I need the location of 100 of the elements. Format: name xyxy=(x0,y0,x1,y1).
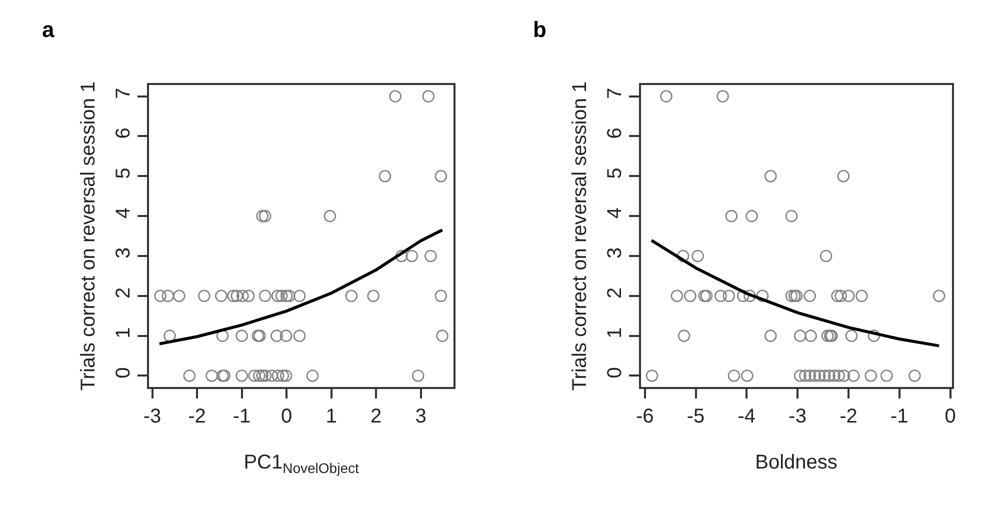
y-tick-label: 0 xyxy=(112,367,134,378)
point xyxy=(236,290,249,302)
point xyxy=(215,290,228,302)
point xyxy=(248,370,260,382)
point xyxy=(785,210,798,222)
point xyxy=(646,370,658,382)
y-tick-label: 7 xyxy=(112,88,134,99)
x-tick-label: -3 xyxy=(788,406,806,428)
y-tick-label: 4 xyxy=(604,207,626,219)
point xyxy=(266,370,278,382)
point xyxy=(736,290,750,302)
point xyxy=(258,210,272,222)
point xyxy=(434,170,448,182)
point xyxy=(764,330,777,342)
point xyxy=(831,290,844,302)
point xyxy=(714,290,727,302)
point xyxy=(422,90,435,102)
point xyxy=(794,370,806,382)
point xyxy=(172,290,186,302)
y-tick-label: 5 xyxy=(604,168,626,179)
y-tick-label: 6 xyxy=(604,128,626,139)
point xyxy=(785,290,798,302)
point xyxy=(676,250,690,262)
x-tick-label: 2 xyxy=(370,406,382,428)
x-tick-label: -6 xyxy=(636,406,654,428)
y-tick-label: 2 xyxy=(604,287,626,298)
point xyxy=(345,290,358,302)
x-axis-title: Boldness xyxy=(755,452,838,474)
y-tick-label: 4 xyxy=(112,207,134,219)
point xyxy=(198,290,210,302)
point xyxy=(270,330,283,342)
y-tick-label: 5 xyxy=(112,168,134,179)
point xyxy=(236,330,248,342)
point xyxy=(756,290,769,302)
point xyxy=(280,290,293,302)
point xyxy=(746,210,758,222)
chart-title: b xyxy=(533,17,546,42)
point xyxy=(206,370,218,382)
chart-title: a xyxy=(42,17,55,42)
x-tick-label: -1 xyxy=(232,406,251,428)
point xyxy=(412,370,424,382)
point xyxy=(908,370,921,382)
point xyxy=(154,290,166,302)
y-tick-label: 3 xyxy=(604,247,626,259)
x-tick-label: 3 xyxy=(415,406,426,428)
point xyxy=(272,370,284,382)
point xyxy=(678,330,690,342)
point xyxy=(164,330,176,342)
point xyxy=(230,290,244,302)
point xyxy=(804,370,816,382)
point xyxy=(842,290,855,302)
line-series xyxy=(650,238,941,348)
point xyxy=(880,370,893,382)
point xyxy=(845,330,858,342)
line-series xyxy=(158,228,444,346)
x-tick-label: 0 xyxy=(280,406,292,428)
y-axis-title: Trials correct on reversal session 1 xyxy=(569,81,592,391)
point xyxy=(216,330,229,342)
point xyxy=(725,210,738,222)
point xyxy=(183,370,196,382)
point xyxy=(684,290,696,302)
x-tick-label: -3 xyxy=(143,406,162,428)
point xyxy=(932,290,946,302)
point xyxy=(821,330,834,342)
point xyxy=(670,290,684,302)
point xyxy=(864,370,878,382)
point xyxy=(258,290,272,302)
point xyxy=(722,290,736,302)
point xyxy=(293,290,306,302)
point xyxy=(692,250,704,262)
point xyxy=(378,170,392,182)
x-tick-label: -2 xyxy=(840,406,858,428)
point xyxy=(794,330,806,342)
x-tick-label: -4 xyxy=(738,406,756,428)
x-tick-label: 1 xyxy=(326,406,337,428)
point xyxy=(436,330,448,342)
point xyxy=(832,370,845,382)
point xyxy=(728,370,740,382)
y-tick-label: 3 xyxy=(112,247,134,259)
point xyxy=(424,250,437,262)
y-tick-label: 2 xyxy=(112,287,134,298)
point xyxy=(847,370,860,382)
point xyxy=(716,90,729,102)
point xyxy=(764,170,777,182)
point xyxy=(324,210,336,222)
point xyxy=(367,290,380,302)
x-tick-label: -2 xyxy=(188,406,206,428)
point xyxy=(253,370,266,382)
point xyxy=(822,370,836,382)
point xyxy=(804,290,816,302)
point xyxy=(162,290,174,302)
point xyxy=(259,370,272,382)
point xyxy=(389,90,402,102)
point xyxy=(837,170,850,182)
point xyxy=(306,370,319,382)
point xyxy=(256,210,269,222)
point xyxy=(813,370,826,382)
point xyxy=(283,290,296,302)
x-tick-label: -1 xyxy=(890,406,908,428)
y-tick-label: 1 xyxy=(604,327,626,338)
